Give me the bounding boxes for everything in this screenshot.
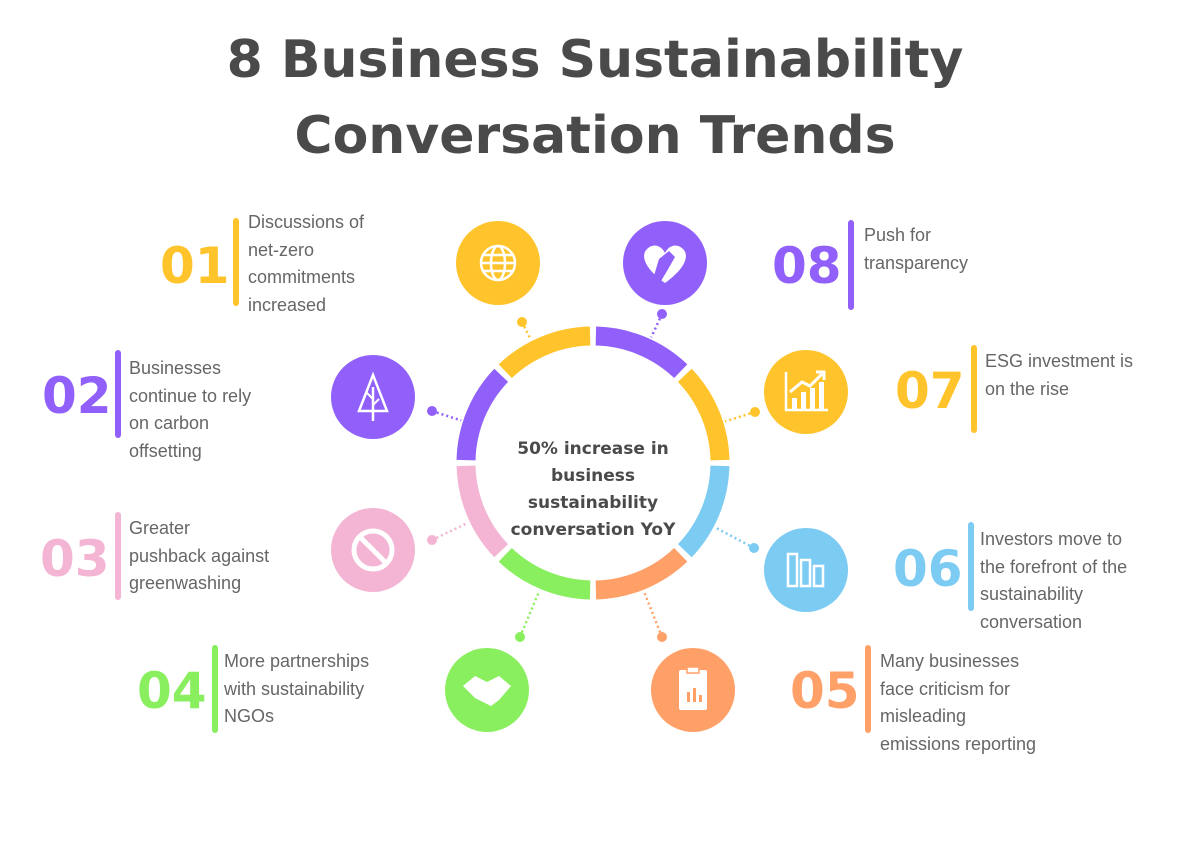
- trend-description-line: Greater: [129, 518, 191, 538]
- trend-number: 08: [772, 237, 842, 295]
- connector-line: [650, 313, 664, 338]
- connector-dot: [750, 407, 760, 417]
- trend-number: 03: [40, 530, 110, 588]
- trend-number: 06: [893, 540, 963, 598]
- trend-description-line: continue to rely: [129, 385, 252, 406]
- trend-number: 07: [895, 362, 965, 420]
- connector-line: [431, 521, 469, 542]
- connector-dot: [515, 632, 525, 642]
- ring-segment-03: [456, 465, 509, 558]
- connector-line: [518, 590, 541, 638]
- handshake-icon: [445, 648, 529, 732]
- trend-divider: [115, 350, 121, 438]
- trend-description-line: increased: [248, 294, 327, 315]
- trend-description-line: offsetting: [129, 440, 202, 461]
- trend-divider: [968, 522, 974, 611]
- trend-description-line: transparency: [864, 252, 969, 273]
- trend-divider: [212, 645, 218, 733]
- trend-description: Businesses continue to rely on carbon offse…: [129, 355, 251, 465]
- connector-dot: [427, 406, 437, 416]
- ring-segment-02: [456, 368, 509, 461]
- connector-dot: [657, 632, 667, 642]
- trend-description: Push for transparency: [864, 222, 968, 277]
- ring-segment-05: [595, 547, 688, 600]
- trend-description-line: sustainability: [980, 584, 1084, 604]
- trend-description-line: net-zero: [248, 239, 315, 260]
- connector-line: [714, 526, 755, 550]
- title: 8 Business Sustainability Conversation T…: [0, 22, 1190, 174]
- trend-description-line: on the rise: [985, 378, 1070, 399]
- ring-segment-06: [677, 465, 730, 558]
- trend-description-line: Businesses: [129, 358, 222, 378]
- trend-description-line: the forefront of the: [980, 556, 1128, 577]
- trend-description-line: Many businesses: [880, 651, 1020, 671]
- ring-segment-01: [498, 326, 591, 379]
- trend-description-line: Push for: [864, 225, 932, 245]
- trend-number: 01: [160, 237, 230, 295]
- trend-description-line: Discussions of: [248, 212, 365, 232]
- trend-description: ESG investment is on the rise: [985, 348, 1133, 403]
- trend-description-line: conversation: [980, 611, 1083, 632]
- trend-description-line: greenwashing: [129, 573, 242, 593]
- trend-divider: [848, 220, 854, 310]
- ring-segment-04: [498, 547, 591, 600]
- trend-description: Investors move to the forefront of the sus…: [980, 526, 1127, 636]
- connector-dot: [427, 535, 437, 545]
- bar-chart-icon: [764, 528, 848, 612]
- connector-dot: [749, 543, 759, 553]
- trend-divider: [233, 218, 239, 306]
- center-text: 50% increase in business sustainability …: [510, 439, 676, 540]
- trend-divider: [865, 645, 871, 733]
- globe-icon: [456, 221, 540, 305]
- clipboard-report-icon: [651, 648, 735, 732]
- heart-hand-icon: [623, 221, 707, 305]
- connector-line: [520, 321, 532, 340]
- trend-number: 05: [790, 662, 860, 720]
- ring-segment-08: [595, 326, 688, 379]
- trend-description-line: with sustainability: [224, 678, 365, 699]
- trend-description-line: ESG investment is: [985, 351, 1134, 371]
- prohibited-icon: [331, 508, 415, 592]
- trend-description-line: on carbon: [129, 413, 210, 433]
- trend-description-line: Investors move to: [980, 529, 1123, 549]
- trend-divider: [971, 345, 977, 433]
- trend-description-line: NGOs: [224, 706, 275, 726]
- tree-icon: [331, 355, 415, 439]
- trend-description-line: face criticism for: [880, 678, 1011, 699]
- trend-description: More partnerships with sustainability NGOs: [224, 648, 369, 731]
- connector-line: [642, 591, 664, 638]
- trend-description-line: commitments: [248, 267, 356, 287]
- growth-chart-icon: [764, 350, 848, 434]
- title-line-2: Conversation Trends: [294, 106, 896, 166]
- title-line-1: 8 Business Sustainability: [226, 30, 964, 90]
- connector-line: [431, 409, 462, 422]
- trend-description: Discussions of net-zero commitments increas…: [248, 209, 364, 319]
- trend-divider: [115, 512, 121, 600]
- trend-number: 02: [42, 367, 112, 425]
- connector-line: [724, 410, 756, 423]
- trend-description-line: emissions reporting: [880, 733, 1037, 754]
- connector-dot: [517, 317, 527, 327]
- connector-dot: [657, 309, 667, 319]
- trend-description: Many businesses face criticism for mislead…: [880, 648, 1036, 758]
- trend-number: 04: [137, 662, 207, 720]
- ring-segment-07: [677, 368, 730, 461]
- trend-description-line: More partnerships: [224, 651, 370, 671]
- trend-description-line: misleading: [880, 706, 967, 726]
- trend-description: Greater pushback against greenwashing: [129, 515, 269, 598]
- trend-description-line: pushback against: [129, 545, 270, 566]
